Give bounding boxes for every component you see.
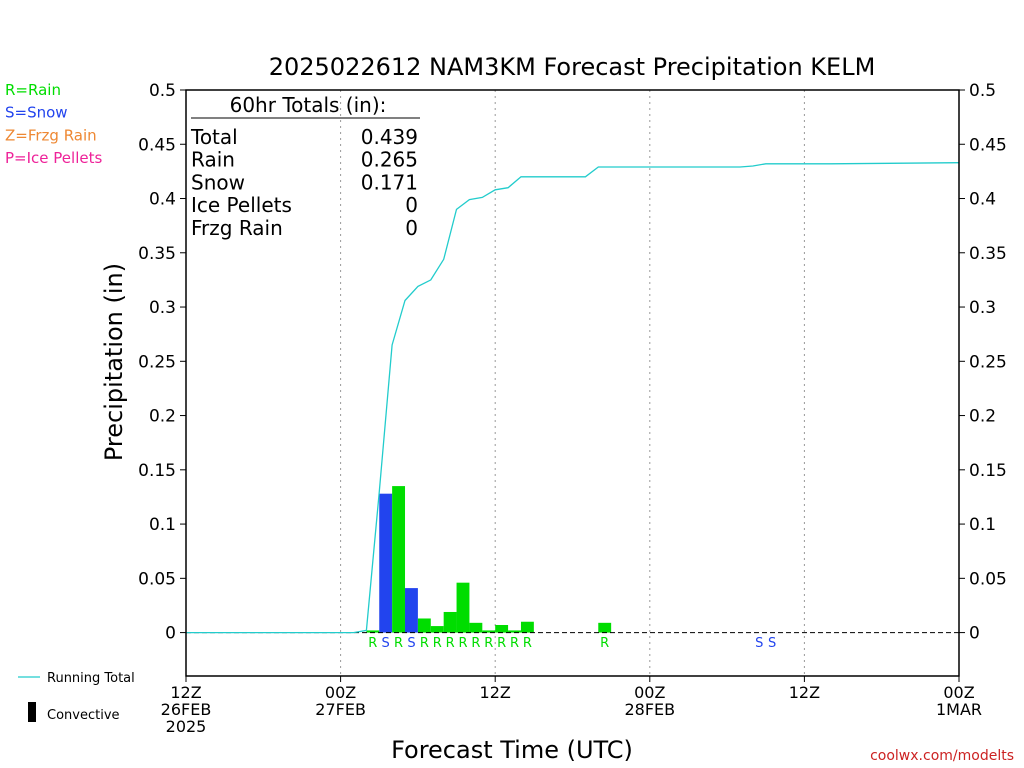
- type-marker-rain: R: [600, 636, 609, 651]
- snow-bar: [405, 588, 418, 633]
- rain-bar: [392, 486, 406, 633]
- y-tick-label-left: 0.4: [149, 190, 176, 210]
- type-marker-rain: R: [471, 636, 480, 651]
- type-marker-snow: S: [755, 636, 763, 651]
- totals-row-value: 0.171: [361, 170, 418, 194]
- x-tick-label: 00Z: [325, 683, 356, 702]
- running-total-line: [186, 162, 960, 634]
- type-marker-rain: R: [394, 636, 403, 651]
- running-total-legend-label: Running Total: [47, 671, 135, 686]
- type-marker-snow: S: [768, 636, 776, 651]
- y-tick-label-right: 0.1: [969, 515, 996, 535]
- y-tick-label-left: 0.35: [138, 244, 176, 264]
- y-tick-label-left: 0: [165, 624, 176, 644]
- x-tick-label: 12Z: [480, 683, 511, 702]
- rain-bar: [508, 630, 521, 633]
- chart-title: 2025022612 NAM3KM Forecast Precipitation…: [269, 53, 876, 81]
- y-tick-label-left: 0.15: [138, 461, 176, 481]
- bottom-legend: Running Total Convective: [18, 671, 135, 723]
- rain-bar: [598, 622, 612, 633]
- y-tick-label-right: 0.35: [969, 244, 1007, 264]
- legend-item: Z=Frzg Rain: [5, 126, 97, 144]
- type-marker-rain: R: [446, 636, 455, 651]
- x-tick-label: 00Z: [943, 683, 974, 702]
- precip-bars: [366, 486, 612, 633]
- snow-bar: [379, 493, 393, 633]
- y-tick-label-right: 0.3: [969, 298, 996, 318]
- rain-bar: [482, 630, 496, 633]
- convective-legend-label: Convective: [47, 708, 120, 723]
- rain-bar: [443, 611, 457, 633]
- totals-box: 60hr Totals (in): Total 0.439 Rain 0.265 Sno…: [190, 93, 420, 240]
- type-marker-snow: S: [407, 636, 415, 651]
- y-axis-ticks: 0 00.05 0.050.1 0.10.15 0.150.2 0.20.25 0.250.…: [138, 81, 1007, 644]
- y-tick-label-right: 0.45: [969, 135, 1007, 155]
- y-tick-label-right: 0.2: [969, 407, 996, 427]
- type-marker-rain: R: [497, 636, 506, 651]
- y-tick-label-left: 0.45: [138, 135, 176, 155]
- rain-bar: [495, 624, 509, 633]
- totals-row-label: Snow: [191, 170, 245, 194]
- rain-bar: [417, 618, 431, 633]
- totals-row-label: Ice Pellets: [191, 193, 292, 217]
- plot-frame: [185, 89, 960, 677]
- rain-bar: [366, 630, 380, 633]
- type-marker-rain: R: [433, 636, 442, 651]
- totals-row-label: Frzg Rain: [191, 216, 283, 240]
- type-marker-rain: R: [368, 636, 377, 651]
- y-tick-label-left: 0.2: [149, 407, 176, 427]
- y-tick-label-right: 0.25: [969, 352, 1007, 372]
- y-tick-label-right: 0.15: [969, 461, 1007, 481]
- rain-bar: [456, 582, 470, 633]
- type-marker-rain: R: [523, 636, 532, 651]
- x-axis-label: Forecast Time (UTC): [391, 736, 633, 764]
- type-marker-snow: S: [382, 636, 390, 651]
- totals-row-value: 0: [405, 216, 418, 240]
- type-marker-rain: R: [510, 636, 519, 651]
- y-tick-label-left: 0.5: [149, 81, 176, 101]
- rain-bar: [430, 626, 444, 633]
- y-axis-label: Precipitation (in): [100, 263, 128, 461]
- convective-swatch: [28, 702, 36, 722]
- rain-bar: [520, 621, 534, 633]
- x-tick-label: 27FEB: [315, 700, 366, 719]
- totals-row-value: 0: [405, 193, 418, 217]
- x-tick-label: 00Z: [634, 683, 665, 702]
- x-tick-label: 12Z: [789, 683, 820, 702]
- precip-type-legend: R=Rain S=Snow Z=Frzg Rain P=Ice Pellets: [5, 81, 102, 167]
- y-tick-label-right: 0.05: [969, 569, 1007, 589]
- x-tick-label: 28FEB: [624, 700, 675, 719]
- y-tick-label-right: 0.5: [969, 81, 996, 101]
- legend-item: R=Rain: [5, 81, 61, 99]
- legend-item: P=Ice Pellets: [5, 149, 102, 167]
- legend-item: S=Snow: [5, 104, 68, 122]
- totals-row-label: Total: [190, 125, 238, 149]
- x-tick-label: 26FEB: [161, 700, 212, 719]
- type-marker-rain: R: [420, 636, 429, 651]
- x-tick-label: 12Z: [170, 683, 201, 702]
- totals-row-value: 0.265: [361, 148, 418, 172]
- x-tick-label: 1MAR: [936, 700, 982, 719]
- rain-bar: [469, 622, 483, 633]
- totals-row-value: 0.439: [361, 125, 418, 149]
- y-tick-label-right: 0: [969, 624, 980, 644]
- y-tick-label-left: 0.3: [149, 298, 176, 318]
- type-marker-rain: R: [458, 636, 467, 651]
- y-tick-label-right: 0.4: [969, 190, 996, 210]
- y-tick-label-left: 0.25: [138, 352, 176, 372]
- type-marker-rain: R: [484, 636, 493, 651]
- y-tick-label-left: 0.1: [149, 515, 176, 535]
- x-tick-label: 2025: [166, 717, 207, 736]
- credit-text: coolwx.com/modelts: [870, 748, 1014, 764]
- y-tick-label-left: 0.05: [138, 569, 176, 589]
- totals-row-label: Rain: [191, 148, 235, 172]
- totals-title: 60hr Totals (in):: [230, 93, 387, 117]
- grid-lines: [340, 90, 805, 676]
